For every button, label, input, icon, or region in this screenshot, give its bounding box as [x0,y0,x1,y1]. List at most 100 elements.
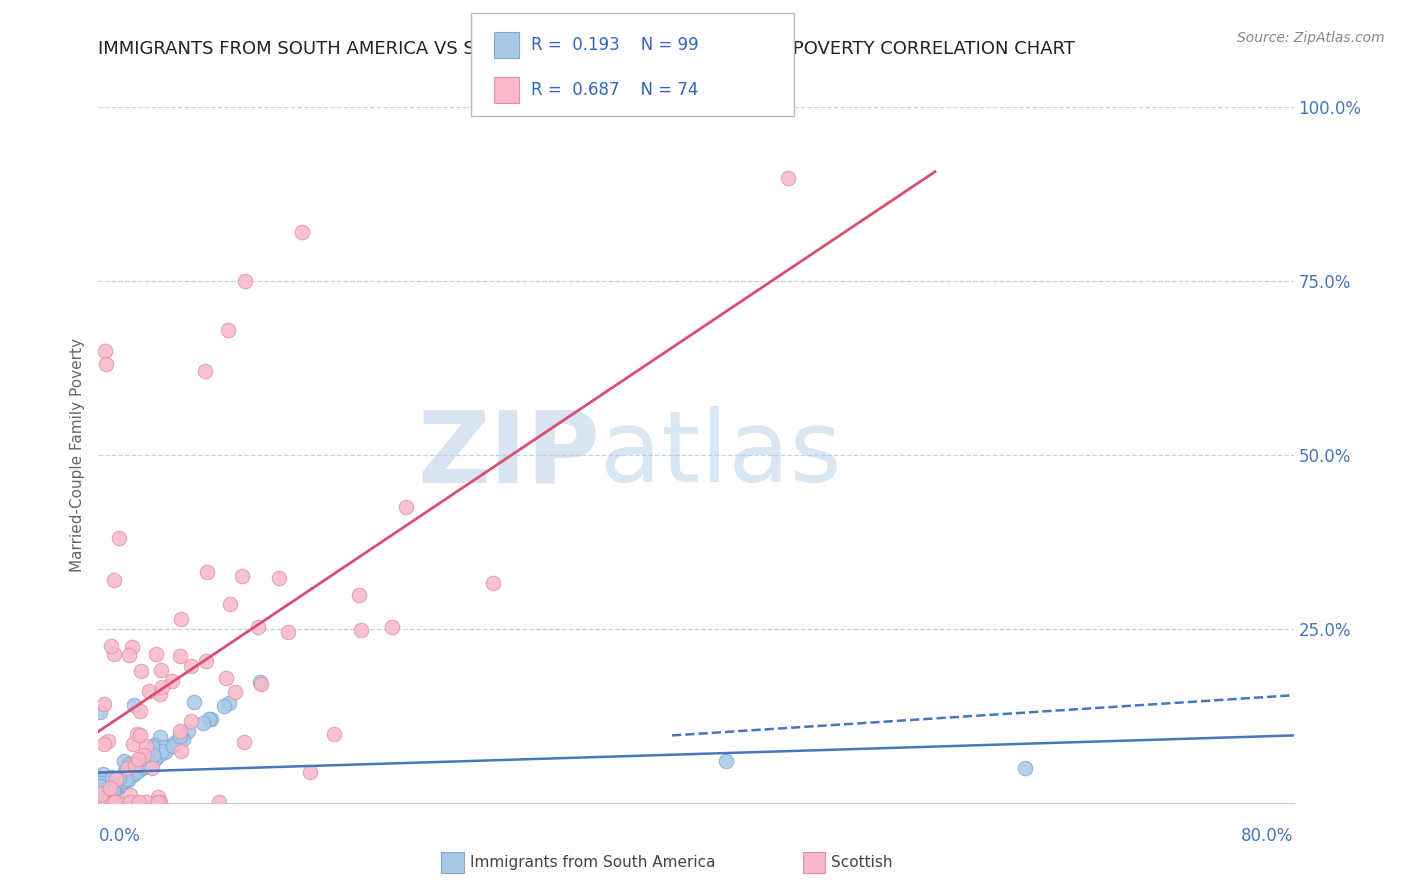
Point [149,687,172,701]
Point [93,697,115,711]
Point [101,782,124,797]
Point [194,654,217,668]
Point [96,781,118,796]
Point [136,752,159,766]
Text: atlas: atlas [600,407,842,503]
Point [104,795,127,809]
Point [115,764,138,778]
Text: 80.0%: 80.0% [1241,827,1294,845]
Point [149,795,172,809]
Point [104,772,127,786]
Point [122,764,145,779]
Point [124,758,146,772]
Point [103,784,125,798]
Point [277,624,299,639]
Point [218,696,240,710]
Point [249,677,271,691]
Point [131,756,153,770]
Point [98,784,121,798]
Point [135,739,157,753]
Point [120,789,142,803]
Point [145,795,167,809]
Point [94,787,117,801]
Point [93,779,115,793]
Point [94,795,117,809]
Point [169,723,191,738]
Point [1014,761,1036,775]
Point [153,739,176,754]
Point [100,781,122,796]
Point [247,620,270,634]
Point [233,274,256,288]
Point [217,323,239,337]
Point [101,771,124,785]
Point [107,532,129,546]
Point [100,639,122,653]
Point [194,364,217,378]
Point [298,765,321,780]
Point [142,747,165,762]
Point [231,568,253,582]
Point [101,772,124,786]
Point [125,756,148,770]
Point [101,783,124,797]
Point [96,771,118,785]
Point [180,659,202,673]
Y-axis label: Married-Couple Family Poverty: Married-Couple Family Poverty [70,338,86,572]
Point [128,704,150,718]
Point [96,781,118,796]
Point [141,761,163,775]
Point [100,771,122,785]
Point [121,765,143,780]
Point [124,795,146,809]
Point [89,795,111,809]
Point [193,715,215,730]
Point [162,736,184,750]
Point [136,752,159,766]
Point [112,754,135,768]
Point [347,588,370,602]
Point [117,773,139,788]
Point [150,681,173,695]
Point [172,732,194,747]
Point [98,785,121,799]
Point [97,733,120,747]
Point [198,712,221,726]
Point [381,620,404,634]
Point [170,612,193,626]
Text: Immigrants from South America: Immigrants from South America [470,855,716,870]
Point [108,771,131,785]
Point [118,756,141,771]
Point [96,786,118,800]
Point [208,795,231,809]
Text: Scottish: Scottish [831,855,893,870]
Point [122,737,145,751]
Point [103,573,125,587]
Point [127,727,149,741]
Point [224,685,246,699]
Point [108,776,131,790]
Point [121,757,143,772]
Point [177,724,200,739]
Point [142,748,165,763]
Point [89,779,111,793]
Point [141,740,163,755]
Point [91,790,114,805]
Point [90,792,112,806]
Point [101,785,124,799]
Point [145,647,167,661]
Text: 0.0%: 0.0% [98,827,141,845]
Point [322,726,344,740]
Point [91,773,114,788]
Point [146,795,169,809]
Point [148,747,170,762]
Point [110,778,132,792]
Point [150,663,173,677]
Point [112,774,135,789]
Point [104,780,127,794]
Point [145,751,167,765]
Text: Source: ZipAtlas.com: Source: ZipAtlas.com [1237,31,1385,45]
Point [291,225,314,239]
Point [104,780,127,795]
Point [218,597,240,611]
